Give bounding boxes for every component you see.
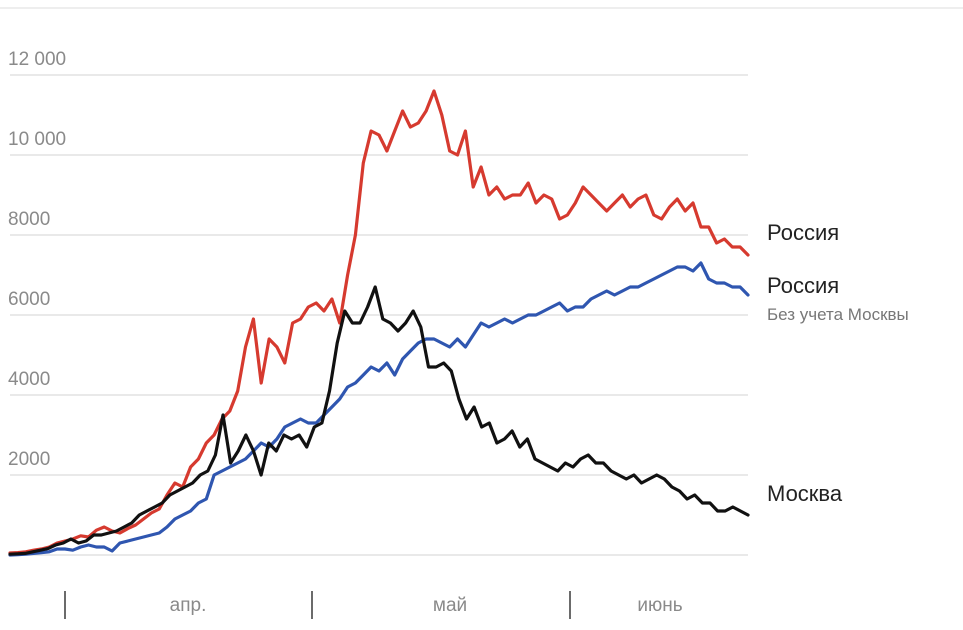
series-line-russia — [8, 89, 750, 555]
series-label-moscow: Москва — [767, 481, 843, 506]
x-month-label: июнь — [637, 595, 682, 616]
y-tick-label: 6000 — [8, 289, 50, 310]
series-label-russia-ex-moscow: Россия — [767, 273, 839, 298]
y-tick-label: 2000 — [8, 449, 50, 470]
series-lines — [8, 89, 750, 557]
y-tick-label: 8000 — [8, 209, 50, 230]
series-line-moscow — [8, 285, 750, 556]
grid-lines — [10, 74, 748, 556]
x-month-label: май — [433, 595, 467, 616]
y-tick-label: 10 000 — [8, 129, 66, 150]
series-line-russia-ex-moscow — [8, 261, 750, 557]
y-tick-label: 4000 — [8, 369, 50, 390]
series-sublabel-russia-ex-moscow: Без учета Москвы — [767, 305, 909, 324]
series-labels: Россия Россия Без учета Москвы Москва — [767, 220, 909, 506]
x-month-label: апр. — [170, 595, 207, 616]
x-axis: апр. май июнь — [64, 591, 683, 619]
series-label-russia: Россия — [767, 220, 839, 245]
y-axis-tick-labels: 2000 4000 6000 8000 10 000 12 000 — [8, 49, 66, 470]
y-tick-label: 12 000 — [8, 49, 66, 70]
